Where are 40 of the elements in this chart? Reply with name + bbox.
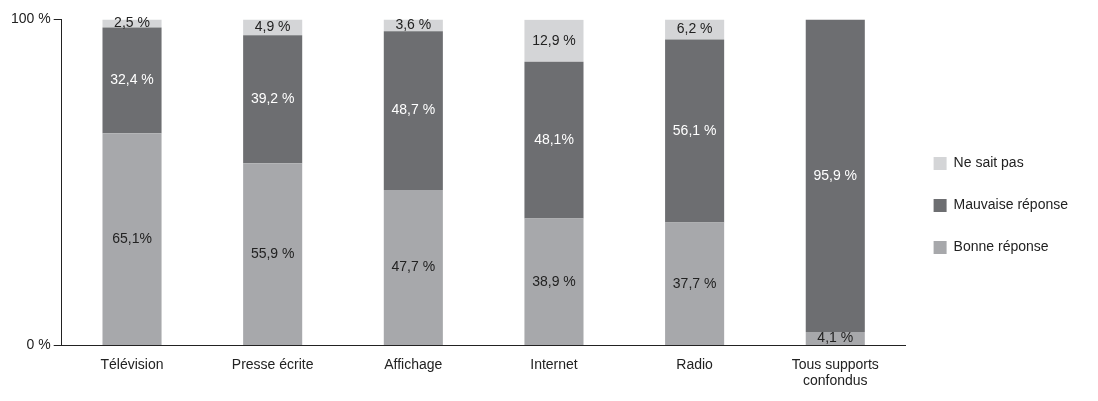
bar	[665, 39, 725, 223]
data-label: 3,6 %	[395, 16, 432, 33]
data-label: 48,1%	[534, 131, 574, 148]
data-label: 95,9 %	[813, 166, 858, 183]
bar	[243, 35, 303, 164]
data-label: 39,2 %	[250, 90, 295, 107]
data-label: 12,9 %	[532, 31, 576, 48]
legend-label: Bonne réponse	[953, 238, 1049, 255]
data-label: 6,2 %	[676, 20, 713, 37]
x-tick-label: Presse écrite	[231, 355, 314, 372]
x-tick-label: Radio	[676, 355, 714, 372]
bar	[524, 19, 584, 62]
data-label: 4,9 %	[254, 18, 291, 35]
data-label: 47,7 %	[391, 258, 436, 275]
legend-label: Mauvaise réponse	[953, 196, 1069, 213]
bar	[805, 19, 865, 333]
x-tick-label: Télévision	[100, 355, 164, 372]
data-label: 37,7 %	[672, 274, 717, 291]
bar	[243, 163, 303, 345]
bar	[102, 27, 162, 134]
y-tick-label: 100 %	[10, 10, 51, 27]
bar	[665, 222, 725, 345]
bar	[524, 61, 584, 219]
data-label: 48,7 %	[391, 101, 436, 118]
data-label: 56,1 %	[672, 121, 717, 138]
data-label: 32,4 %	[110, 71, 154, 88]
bar	[383, 31, 443, 190]
data-label: 4,1 %	[817, 329, 854, 346]
bar	[524, 218, 584, 345]
bar	[383, 189, 443, 345]
y-tick-label: 0 %	[26, 336, 51, 353]
data-label: 65,1%	[112, 229, 152, 246]
bar	[102, 133, 162, 345]
x-tick-label: Tous supports confondus	[791, 355, 879, 389]
data-label: 2,5 %	[114, 14, 150, 31]
x-tick-label: Affichage	[384, 355, 443, 372]
data-label: 55,9 %	[250, 244, 295, 261]
x-tick-label: Internet	[530, 355, 578, 372]
legend-label: Ne sait pas	[953, 154, 1024, 171]
data-label: 38,9 %	[532, 272, 576, 289]
